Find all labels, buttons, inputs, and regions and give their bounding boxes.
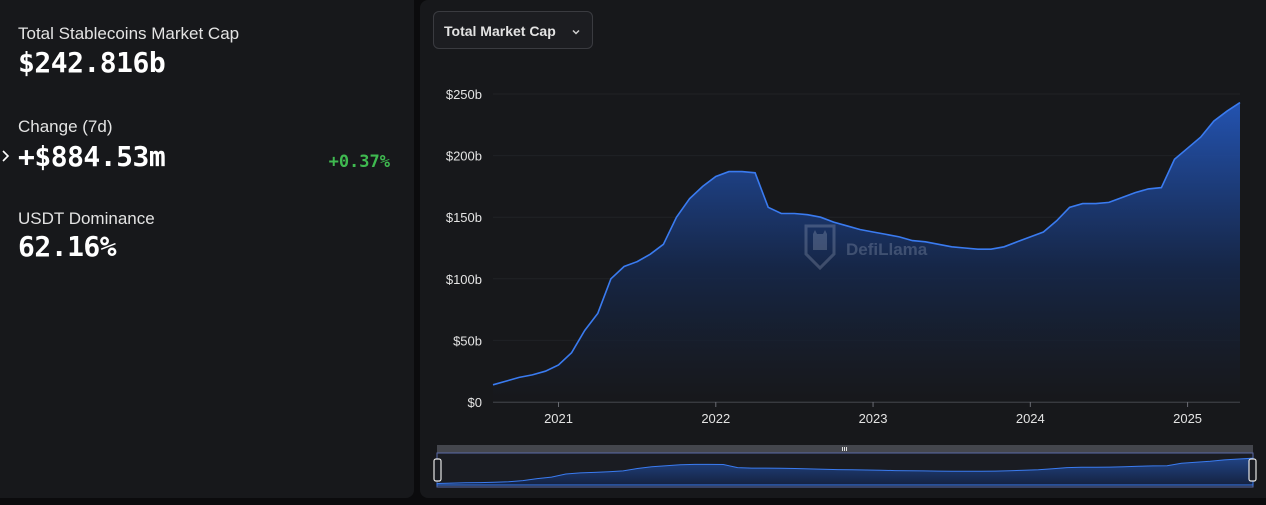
y-tick-label: $200b	[446, 149, 482, 164]
market-cap-line	[492, 101, 1241, 386]
y-tick-label: $250b	[446, 87, 482, 102]
range-slider[interactable]	[433, 445, 1257, 488]
y-tick-label: $100b	[446, 272, 482, 287]
chart-panel: Total Market Cap $0 $50b $100b $150b $200b $2…	[420, 0, 1266, 498]
dominance-label: USDT Dominance	[18, 209, 155, 228]
change-value: +$884.53m	[18, 140, 166, 173]
y-tick-label: $0	[468, 395, 482, 410]
watermark-text: DefiLlama	[846, 239, 928, 259]
market-cap-area	[493, 102, 1240, 402]
llama-logo-icon	[800, 224, 840, 275]
chart-type-dropdown[interactable]: Total Market Cap	[433, 11, 593, 49]
y-tick-label: $150b	[446, 210, 482, 225]
defillama-watermark: DefiLlama	[800, 224, 927, 275]
dominance-value: 62.16%	[18, 230, 117, 263]
dropdown-selected-label: Total Market Cap	[444, 23, 556, 39]
market-cap-label: Total Stablecoins Market Cap	[18, 24, 240, 43]
range-handle-right[interactable]	[1248, 458, 1257, 482]
chevron-down-icon	[570, 25, 582, 43]
x-tick-label: 2023	[859, 411, 888, 426]
market-cap-value: $242.816b	[18, 46, 166, 79]
chevron-right-icon[interactable]	[0, 145, 12, 167]
change-percent-badge: +0.37%	[328, 152, 390, 172]
x-tick-label: 2024	[1016, 411, 1045, 426]
x-tick-label: 2021	[544, 411, 573, 426]
market-cap-chart: $0 $50b $100b $150b $200b $250b 2021 2022 2023 2…	[433, 87, 1257, 488]
x-tick-label: 2025	[1173, 411, 1202, 426]
change-label: Change (7d)	[18, 117, 113, 136]
navigator-area	[436, 457, 1254, 486]
x-tick-label: 2022	[701, 411, 730, 426]
range-handle-left[interactable]	[433, 458, 442, 482]
y-tick-label: $50b	[453, 333, 482, 348]
grip-icon	[842, 447, 847, 451]
stats-panel: Total Stablecoins Market Cap $242.816b C…	[0, 0, 414, 498]
